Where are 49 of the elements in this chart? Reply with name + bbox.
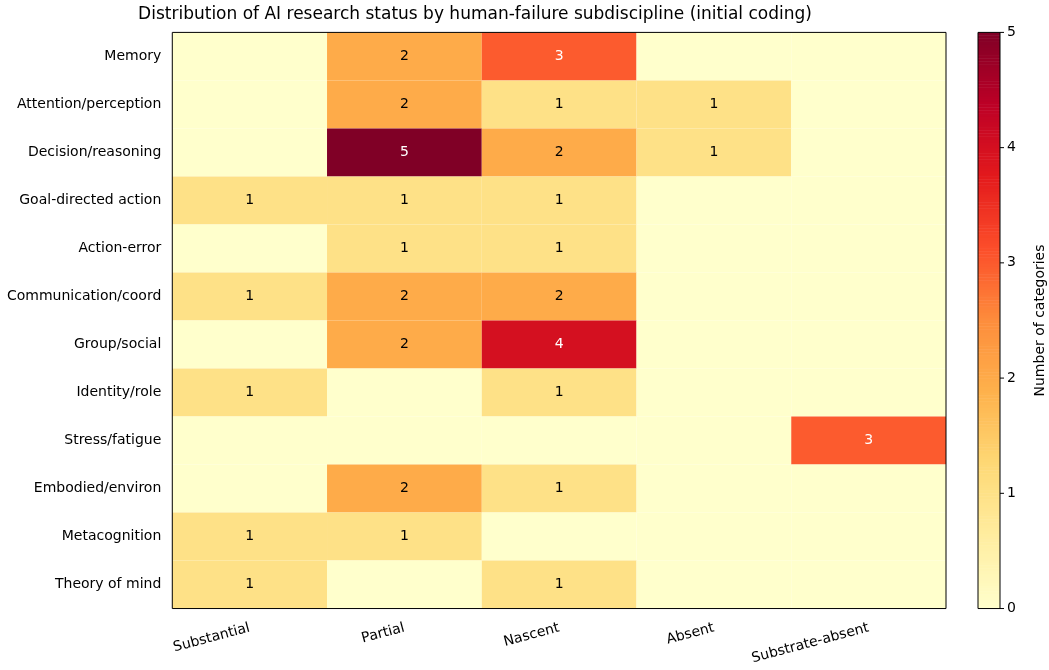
x-tick-label: Absent: [664, 618, 717, 647]
color-bar-label: 2: [1007, 368, 1016, 385]
data-label: 1: [709, 95, 719, 112]
data-label: 2: [399, 287, 409, 304]
y-tick-label: Group/social: [74, 335, 162, 352]
y-tick-label: Attention/perception: [16, 95, 162, 112]
data-label: 1: [554, 383, 564, 400]
y-tick-label: Embodied/environ: [33, 479, 162, 496]
data-label: 2: [399, 479, 409, 496]
data-label: 4: [554, 335, 564, 352]
data-label: 1: [245, 527, 255, 544]
data-label: 2: [399, 335, 409, 352]
y-tick-label: Theory of mind: [53, 575, 162, 592]
color-bar-label: 5: [1007, 23, 1016, 40]
data-label: 2: [554, 287, 564, 304]
color-bar-label: 3: [1007, 253, 1016, 270]
color-bar-label: 1: [1007, 483, 1016, 500]
data-label: 2: [399, 95, 409, 112]
data-label: 1: [399, 191, 409, 208]
color-bar-title: Number of categories: [1030, 244, 1047, 397]
data-label: 1: [245, 287, 255, 304]
data-label: 1: [399, 239, 409, 256]
x-tick-label: Partial: [359, 618, 407, 646]
y-tick-label: Stress/fatigue: [64, 431, 162, 448]
data-label: 1: [399, 527, 409, 544]
data-label: 2: [554, 143, 564, 160]
data-label: 1: [554, 191, 564, 208]
data-label: 2: [399, 47, 409, 64]
y-tick-label: Identity/role: [76, 383, 162, 400]
data-label: 1: [554, 239, 564, 256]
data-label: 1: [245, 383, 255, 400]
data-label: 3: [554, 47, 564, 64]
data-label: 1: [245, 575, 255, 592]
data-label: 1: [709, 143, 719, 160]
data-label: 1: [245, 191, 255, 208]
chart-title: Distribution of AI research status by human-failure subdiscipline (initial coding): [138, 2, 812, 23]
data-label: 1: [554, 479, 564, 496]
data-label: 1: [554, 95, 564, 112]
y-tick-label: Metacognition: [61, 527, 162, 544]
data-label: 3: [864, 431, 874, 448]
y-tick-label: Action-error: [78, 239, 162, 256]
data-label: 5: [399, 143, 409, 160]
y-tick-label: Decision/reasoning: [27, 143, 162, 160]
y-tick-label: Communication/coord: [6, 287, 162, 304]
color-bar-label: 0: [1007, 599, 1016, 616]
data-label: 1: [554, 575, 564, 592]
color-bar-label: 4: [1007, 138, 1016, 155]
y-tick-label: Memory: [104, 47, 162, 64]
y-tick-label: Goal-directed action: [19, 191, 162, 208]
